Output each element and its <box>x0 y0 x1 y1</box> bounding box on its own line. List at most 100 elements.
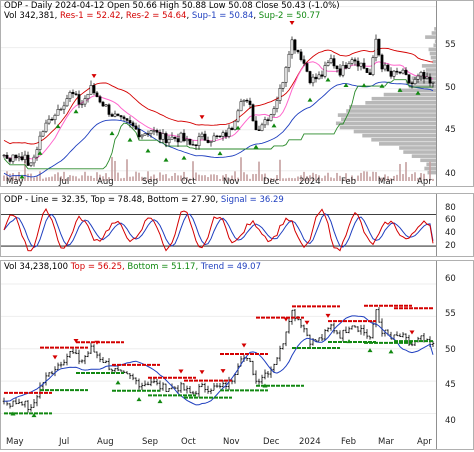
candle-body <box>59 108 63 111</box>
volume-bar <box>291 178 293 181</box>
x-tick: Aug <box>97 437 114 447</box>
volume-bar <box>282 178 284 181</box>
osc-name-line: ODP - Line = 32.35, <box>4 195 89 205</box>
volume-bar <box>204 175 206 181</box>
candle-body <box>305 63 309 72</box>
candle-body <box>302 59 306 64</box>
buy-arrow-icon <box>367 348 373 353</box>
volume-bar <box>81 175 83 181</box>
volume-bar <box>393 175 395 181</box>
sell-arrow-icon <box>409 330 415 335</box>
candle-body <box>179 132 183 143</box>
candle-body <box>311 76 315 84</box>
volume-bar <box>186 177 188 181</box>
volume-bar <box>321 178 323 181</box>
x-tick: Oct <box>181 177 196 187</box>
price-ytick: 50 <box>445 83 456 93</box>
volume-bar <box>390 178 392 181</box>
candle-body <box>152 130 156 132</box>
candle-body <box>413 79 417 85</box>
price-plot-area <box>1 1 437 186</box>
candle-body <box>341 64 345 76</box>
volume-bar <box>330 177 332 181</box>
volume-bar <box>114 160 116 181</box>
candle-body <box>158 132 162 140</box>
volume-bar <box>192 161 194 181</box>
candle-body <box>74 93 78 95</box>
buy-arrow-icon <box>271 123 277 128</box>
buy-arrow-icon <box>157 399 163 404</box>
buy-arrow-icon <box>346 339 352 344</box>
candle-body <box>146 133 150 135</box>
volume-profile-bar <box>365 101 436 105</box>
candle-body <box>113 113 117 117</box>
trend-line <box>3 315 434 406</box>
volume-bar <box>342 178 344 181</box>
trend-volume: Vol 34,238,100 <box>4 262 69 272</box>
volume-bar <box>33 177 35 181</box>
osc-top: Top = 78.48, <box>90 195 145 205</box>
x-tick: Feb <box>341 437 357 447</box>
candle-body <box>182 132 186 142</box>
volume-bar <box>318 175 320 181</box>
volume-profile-bar <box>399 146 436 150</box>
candle-body <box>308 71 312 84</box>
sell-arrow-icon <box>220 369 226 374</box>
candle-body <box>218 135 222 138</box>
price-header-line2: Vol 342,381, Res-1 = 52.42, Res-2 = 54.6… <box>4 11 321 21</box>
volume-bar <box>288 177 290 181</box>
sell-arrow-icon <box>52 355 58 360</box>
volume-profile-bar <box>411 154 436 158</box>
volume-bar <box>195 172 197 181</box>
candle-body <box>383 64 387 70</box>
volume-bar <box>159 172 161 181</box>
volume-bar <box>39 171 41 181</box>
volume-bar <box>216 175 218 181</box>
candle-body <box>407 74 411 84</box>
volume-bar <box>9 173 11 181</box>
x-tick: May <box>6 177 24 187</box>
buy-arrow-icon <box>379 83 385 88</box>
volume-bar <box>147 171 149 181</box>
volume-bar <box>432 178 434 181</box>
volume-bar <box>189 178 191 181</box>
volume-bar <box>345 173 347 181</box>
volume-bar <box>63 171 65 181</box>
candle-body <box>362 62 366 69</box>
candle-body <box>107 104 111 115</box>
volume-bar <box>408 177 410 181</box>
volume-profile-bar <box>425 68 436 72</box>
buy-arrow-icon <box>73 109 79 114</box>
volume-bar <box>429 161 431 181</box>
osc-ytick: 60 <box>445 215 456 225</box>
volume-bar <box>285 178 287 181</box>
candle-body <box>293 39 297 51</box>
volume-bar <box>387 176 389 181</box>
candle-body <box>296 49 300 53</box>
buy-arrow-icon <box>262 383 268 388</box>
volume-bar <box>72 175 74 181</box>
candle-body <box>278 88 282 101</box>
candle-body <box>44 122 48 132</box>
candle-body <box>224 132 228 137</box>
candle-body <box>212 135 216 142</box>
volume-bar <box>369 176 371 181</box>
buy-arrow-icon <box>388 349 394 354</box>
volume-bar <box>84 171 86 181</box>
volume-bar <box>309 175 311 181</box>
volume-bar <box>300 175 302 181</box>
candle-body <box>359 62 363 67</box>
volume-bar <box>201 175 203 181</box>
candle-body <box>167 139 171 144</box>
candle-body <box>32 156 36 164</box>
volume-bar <box>21 178 23 181</box>
buy-arrow-icon <box>397 87 403 92</box>
buy-arrow-icon <box>415 90 421 95</box>
res2-value: Res-2 = 54.64 <box>125 11 187 21</box>
volume-bar <box>339 175 341 181</box>
volume-bar <box>354 178 356 181</box>
volume-profile-bar <box>397 88 436 93</box>
volume-bar <box>177 175 179 181</box>
sup1-value: Sup-1 = 50.84 <box>191 11 254 21</box>
candle-body <box>263 119 267 126</box>
